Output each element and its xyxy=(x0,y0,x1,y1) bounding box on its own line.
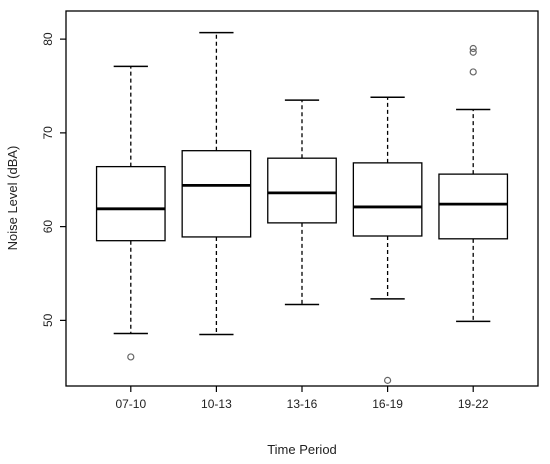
y-axis-title: Noise Level (dBA) xyxy=(5,146,20,251)
outlier-point xyxy=(127,353,135,361)
x-tick-label: 19-22 xyxy=(458,397,489,411)
x-tick-label: 07-10 xyxy=(115,397,146,411)
y-tick-label: 80 xyxy=(41,32,55,46)
x-axis-title: Time Period xyxy=(267,442,337,457)
iqr-box xyxy=(352,162,423,237)
x-axis: 07-10 10-13 13-16 16-19 19-22 xyxy=(115,386,489,411)
box-group-07-10 xyxy=(95,65,166,361)
iqr-box xyxy=(181,150,252,238)
x-tick-label: 16-19 xyxy=(372,397,403,411)
y-tick-label: 70 xyxy=(41,126,55,140)
box-group-19-22 xyxy=(438,44,509,323)
outlier-point xyxy=(469,68,477,76)
iqr-box xyxy=(438,173,509,240)
outlier-point xyxy=(469,48,477,56)
y-tick-label: 50 xyxy=(41,313,55,327)
x-tick-label: 10-13 xyxy=(201,397,232,411)
x-tick-label: 13-16 xyxy=(287,397,318,411)
box-group-13-16 xyxy=(267,99,337,306)
outlier-point xyxy=(384,376,392,384)
boxes-layer xyxy=(95,31,509,384)
box-group-10-13 xyxy=(181,31,252,336)
y-tick-label: 60 xyxy=(41,220,55,234)
iqr-box xyxy=(95,165,166,242)
box-group-16-19 xyxy=(352,96,423,384)
outlier-point xyxy=(469,44,477,53)
y-axis: 50 60 70 80 xyxy=(41,32,66,327)
iqr-box xyxy=(267,157,337,224)
